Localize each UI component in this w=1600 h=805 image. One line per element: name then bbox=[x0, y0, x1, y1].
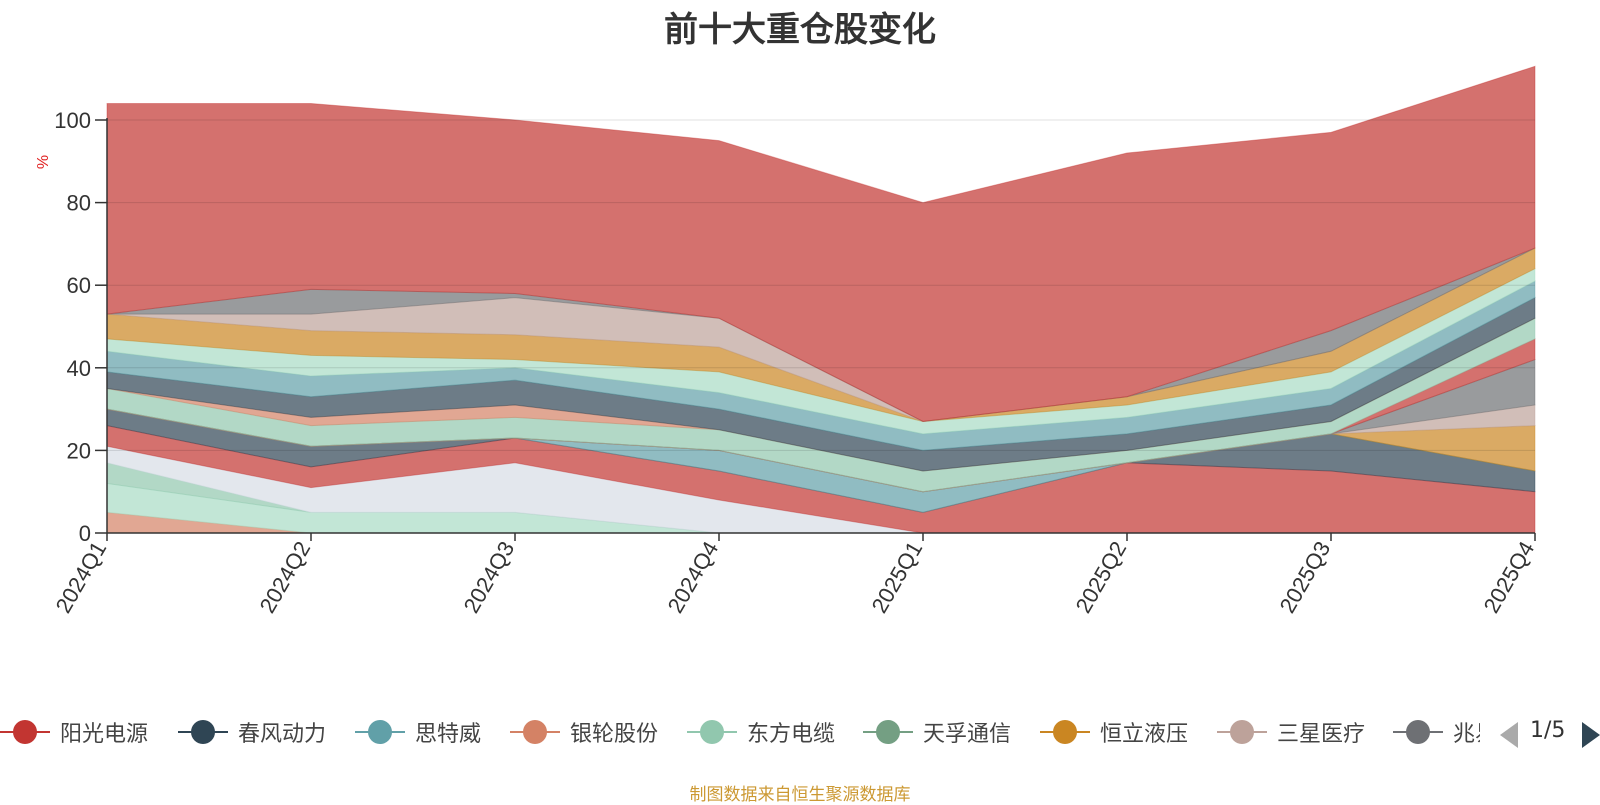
area-band-15 bbox=[106, 296, 1536, 472]
legend-marker-icon bbox=[1393, 720, 1443, 744]
legend-page-indicator: 1/5 bbox=[1530, 718, 1566, 743]
area-layer bbox=[106, 65, 1536, 534]
legend: 阳光电源 春风动力 思特威 银轮股份 东方电缆 天孚通信 恒立液压 三星医疗 兆易 bbox=[0, 712, 1480, 752]
legend-marker-icon bbox=[687, 720, 737, 744]
x-tick-label: 2024Q2 bbox=[255, 537, 316, 617]
legend-marker-icon bbox=[0, 720, 50, 744]
area-band-21 bbox=[106, 65, 1536, 423]
legend-prev-icon[interactable] bbox=[1500, 722, 1518, 748]
x-tick-label: 2024Q4 bbox=[663, 537, 724, 617]
area-band-16 bbox=[106, 280, 1536, 451]
legend-marker-icon bbox=[1217, 720, 1267, 744]
legend-item[interactable]: 思特威 bbox=[355, 712, 481, 752]
y-tick-label: 20 bbox=[67, 438, 91, 463]
legend-pager: 1/5 bbox=[1500, 718, 1600, 748]
legend-next-icon[interactable] bbox=[1582, 722, 1600, 748]
legend-label: 三星医疗 bbox=[1277, 722, 1366, 747]
grid-layer bbox=[107, 119, 1535, 451]
legend-item[interactable]: 三星医疗 bbox=[1217, 712, 1365, 752]
y-axis-label: % bbox=[35, 155, 52, 169]
legend-marker-icon bbox=[510, 720, 560, 744]
x-tick-label: 2025Q2 bbox=[1071, 537, 1132, 617]
legend-item[interactable]: 东方电缆 bbox=[687, 712, 835, 752]
chart-title: 前十大重仓股变化 bbox=[664, 10, 936, 50]
y-tick-label: 0 bbox=[79, 521, 91, 546]
legend-label: 阳光电源 bbox=[60, 722, 149, 747]
legend-label: 兆易 bbox=[1453, 722, 1480, 747]
legend-item[interactable]: 恒立液压 bbox=[1040, 712, 1188, 752]
legend-marker-icon bbox=[1040, 720, 1090, 744]
legend-label: 春风动力 bbox=[238, 722, 327, 747]
y-tick-label: 60 bbox=[67, 273, 91, 298]
legend-marker-icon bbox=[863, 720, 913, 744]
legend-item[interactable]: 银轮股份 bbox=[510, 712, 658, 752]
area-chart: 0 20 40 60 80 100 2024Q1 2024Q2 2024Q3 2024Q4 2025… bbox=[35, 65, 1540, 617]
y-tick-label: 80 bbox=[67, 191, 91, 216]
x-tick-label: 2024Q1 bbox=[51, 537, 112, 617]
x-tick-label: 2025Q3 bbox=[1275, 537, 1336, 617]
legend-item[interactable]: 春风动力 bbox=[178, 712, 326, 752]
legend-item[interactable]: 兆易 bbox=[1393, 712, 1480, 752]
y-tick-label: 100 bbox=[54, 108, 91, 133]
legend-label: 恒立液压 bbox=[1100, 722, 1189, 747]
data-source-note: 制图数据来自恒生聚源数据库 bbox=[689, 785, 911, 805]
legend-marker-icon bbox=[355, 720, 405, 744]
x-tick-label: 2024Q3 bbox=[459, 537, 520, 617]
legend-label: 东方电缆 bbox=[747, 722, 836, 747]
legend-label: 银轮股份 bbox=[570, 722, 659, 747]
legend-item[interactable]: 阳光电源 bbox=[0, 712, 148, 752]
x-tick-label: 2025Q4 bbox=[1479, 537, 1540, 617]
y-tick-label: 40 bbox=[67, 356, 91, 381]
legend-marker-icon bbox=[178, 720, 228, 744]
legend-label: 思特威 bbox=[415, 722, 482, 747]
legend-item[interactable]: 天孚通信 bbox=[863, 712, 1011, 752]
x-tick-label: 2025Q1 bbox=[867, 537, 928, 617]
legend-label: 天孚通信 bbox=[923, 722, 1012, 747]
